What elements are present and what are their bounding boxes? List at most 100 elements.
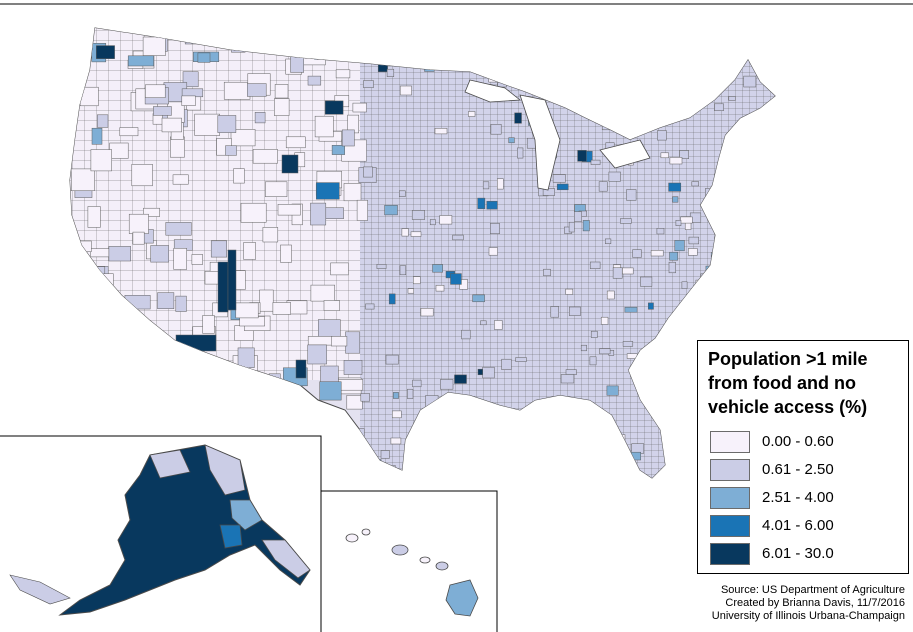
county-cell	[175, 295, 187, 312]
county-cell	[680, 392, 693, 400]
county-cell	[724, 255, 737, 262]
county-cell	[192, 412, 214, 433]
county-cell	[626, 189, 637, 201]
county-cell	[660, 152, 669, 159]
county-cell	[543, 438, 556, 444]
county-cell	[758, 45, 771, 55]
county-cell	[493, 420, 502, 429]
county-cell	[165, 222, 192, 236]
county-cell	[74, 363, 92, 376]
credit-source: Source: US Department of Agriculture	[720, 584, 905, 596]
county-cell	[143, 207, 160, 217]
county-cell	[429, 45, 437, 55]
county-cell	[754, 303, 763, 315]
county-cell	[536, 46, 546, 53]
county-cell	[565, 288, 574, 295]
legend-title-line: vehicle access (%)	[708, 397, 868, 417]
legend-title-line: Population >1 mile	[708, 349, 868, 369]
county-cell	[302, 438, 328, 448]
county-cell	[715, 257, 728, 264]
county-cell	[721, 44, 736, 51]
county-cell	[410, 231, 422, 237]
county-cell	[452, 234, 464, 241]
county-cell	[314, 115, 334, 138]
county-cell	[343, 183, 362, 202]
county-cell	[233, 168, 245, 184]
credit-author: Created by Brianna Davis, 11/7/2016	[725, 597, 905, 609]
county-cell	[515, 357, 527, 362]
county-cell	[280, 244, 292, 263]
county-cell	[656, 399, 670, 408]
county-cell	[153, 106, 172, 116]
county-cell	[733, 174, 744, 185]
county-cell	[352, 102, 367, 113]
county-cell	[139, 372, 157, 393]
county-cell	[112, 356, 132, 378]
county-cell	[316, 182, 340, 200]
county-cell	[87, 206, 101, 228]
county-cell	[91, 127, 103, 145]
county-cell	[490, 223, 500, 234]
county-cell	[217, 115, 237, 133]
county-cell	[115, 464, 131, 478]
county-cell	[223, 81, 251, 100]
county-cell	[763, 230, 774, 239]
county-cell	[384, 205, 398, 216]
county-cell	[157, 292, 175, 309]
county-cell	[331, 336, 348, 347]
legend-title-line: from food and no	[708, 373, 856, 393]
county-cell	[597, 463, 610, 469]
county-cell	[731, 132, 739, 142]
county-cell	[454, 374, 467, 384]
county-cell	[620, 218, 632, 224]
county-cell	[494, 320, 503, 330]
county-cell	[307, 75, 322, 86]
county-cell	[176, 360, 191, 378]
county-cell	[514, 112, 522, 124]
county-cell	[102, 367, 117, 384]
legend-item: 0.00 - 0.60	[710, 429, 900, 455]
county-cell	[656, 228, 665, 235]
county-cell	[184, 30, 197, 45]
county-cell	[181, 88, 204, 98]
county-cell	[131, 164, 153, 187]
county-cell	[768, 35, 775, 45]
county-cell	[738, 172, 748, 181]
county-cell	[274, 447, 287, 461]
county-cell	[710, 269, 721, 280]
county-cell	[345, 331, 361, 354]
county-cell	[440, 379, 454, 390]
county-cell	[434, 128, 448, 135]
county-cell	[172, 359, 184, 378]
legend-item: 6.01 - 30.0	[710, 541, 900, 567]
county-cell	[310, 284, 335, 302]
county-cell	[425, 395, 439, 407]
legend-item: 2.51 - 4.00	[710, 485, 900, 511]
county-cell	[208, 373, 234, 392]
county-cell	[445, 457, 454, 466]
county-cell	[688, 236, 699, 245]
county-cell	[363, 80, 374, 88]
county-cell	[605, 238, 612, 244]
county-cell	[759, 213, 767, 223]
county-cell	[399, 190, 406, 197]
legend-label: 6.01 - 30.0	[762, 545, 834, 562]
county-cell	[542, 188, 555, 196]
county-cell	[154, 349, 179, 366]
county-cell	[384, 465, 396, 476]
county-cell	[568, 221, 575, 233]
county-cell	[99, 330, 115, 353]
county-cell	[695, 279, 703, 288]
county-cell	[590, 330, 598, 338]
county-cell	[435, 457, 443, 464]
county-cell	[612, 94, 625, 100]
county-cell	[712, 313, 720, 322]
county-cell	[729, 69, 737, 75]
county-cell	[630, 365, 642, 371]
county-cell	[124, 295, 151, 310]
county-cell	[435, 285, 445, 292]
county-cell	[669, 157, 683, 165]
county-cell	[145, 84, 166, 98]
county-cell	[401, 228, 409, 237]
county-cell	[109, 322, 133, 339]
